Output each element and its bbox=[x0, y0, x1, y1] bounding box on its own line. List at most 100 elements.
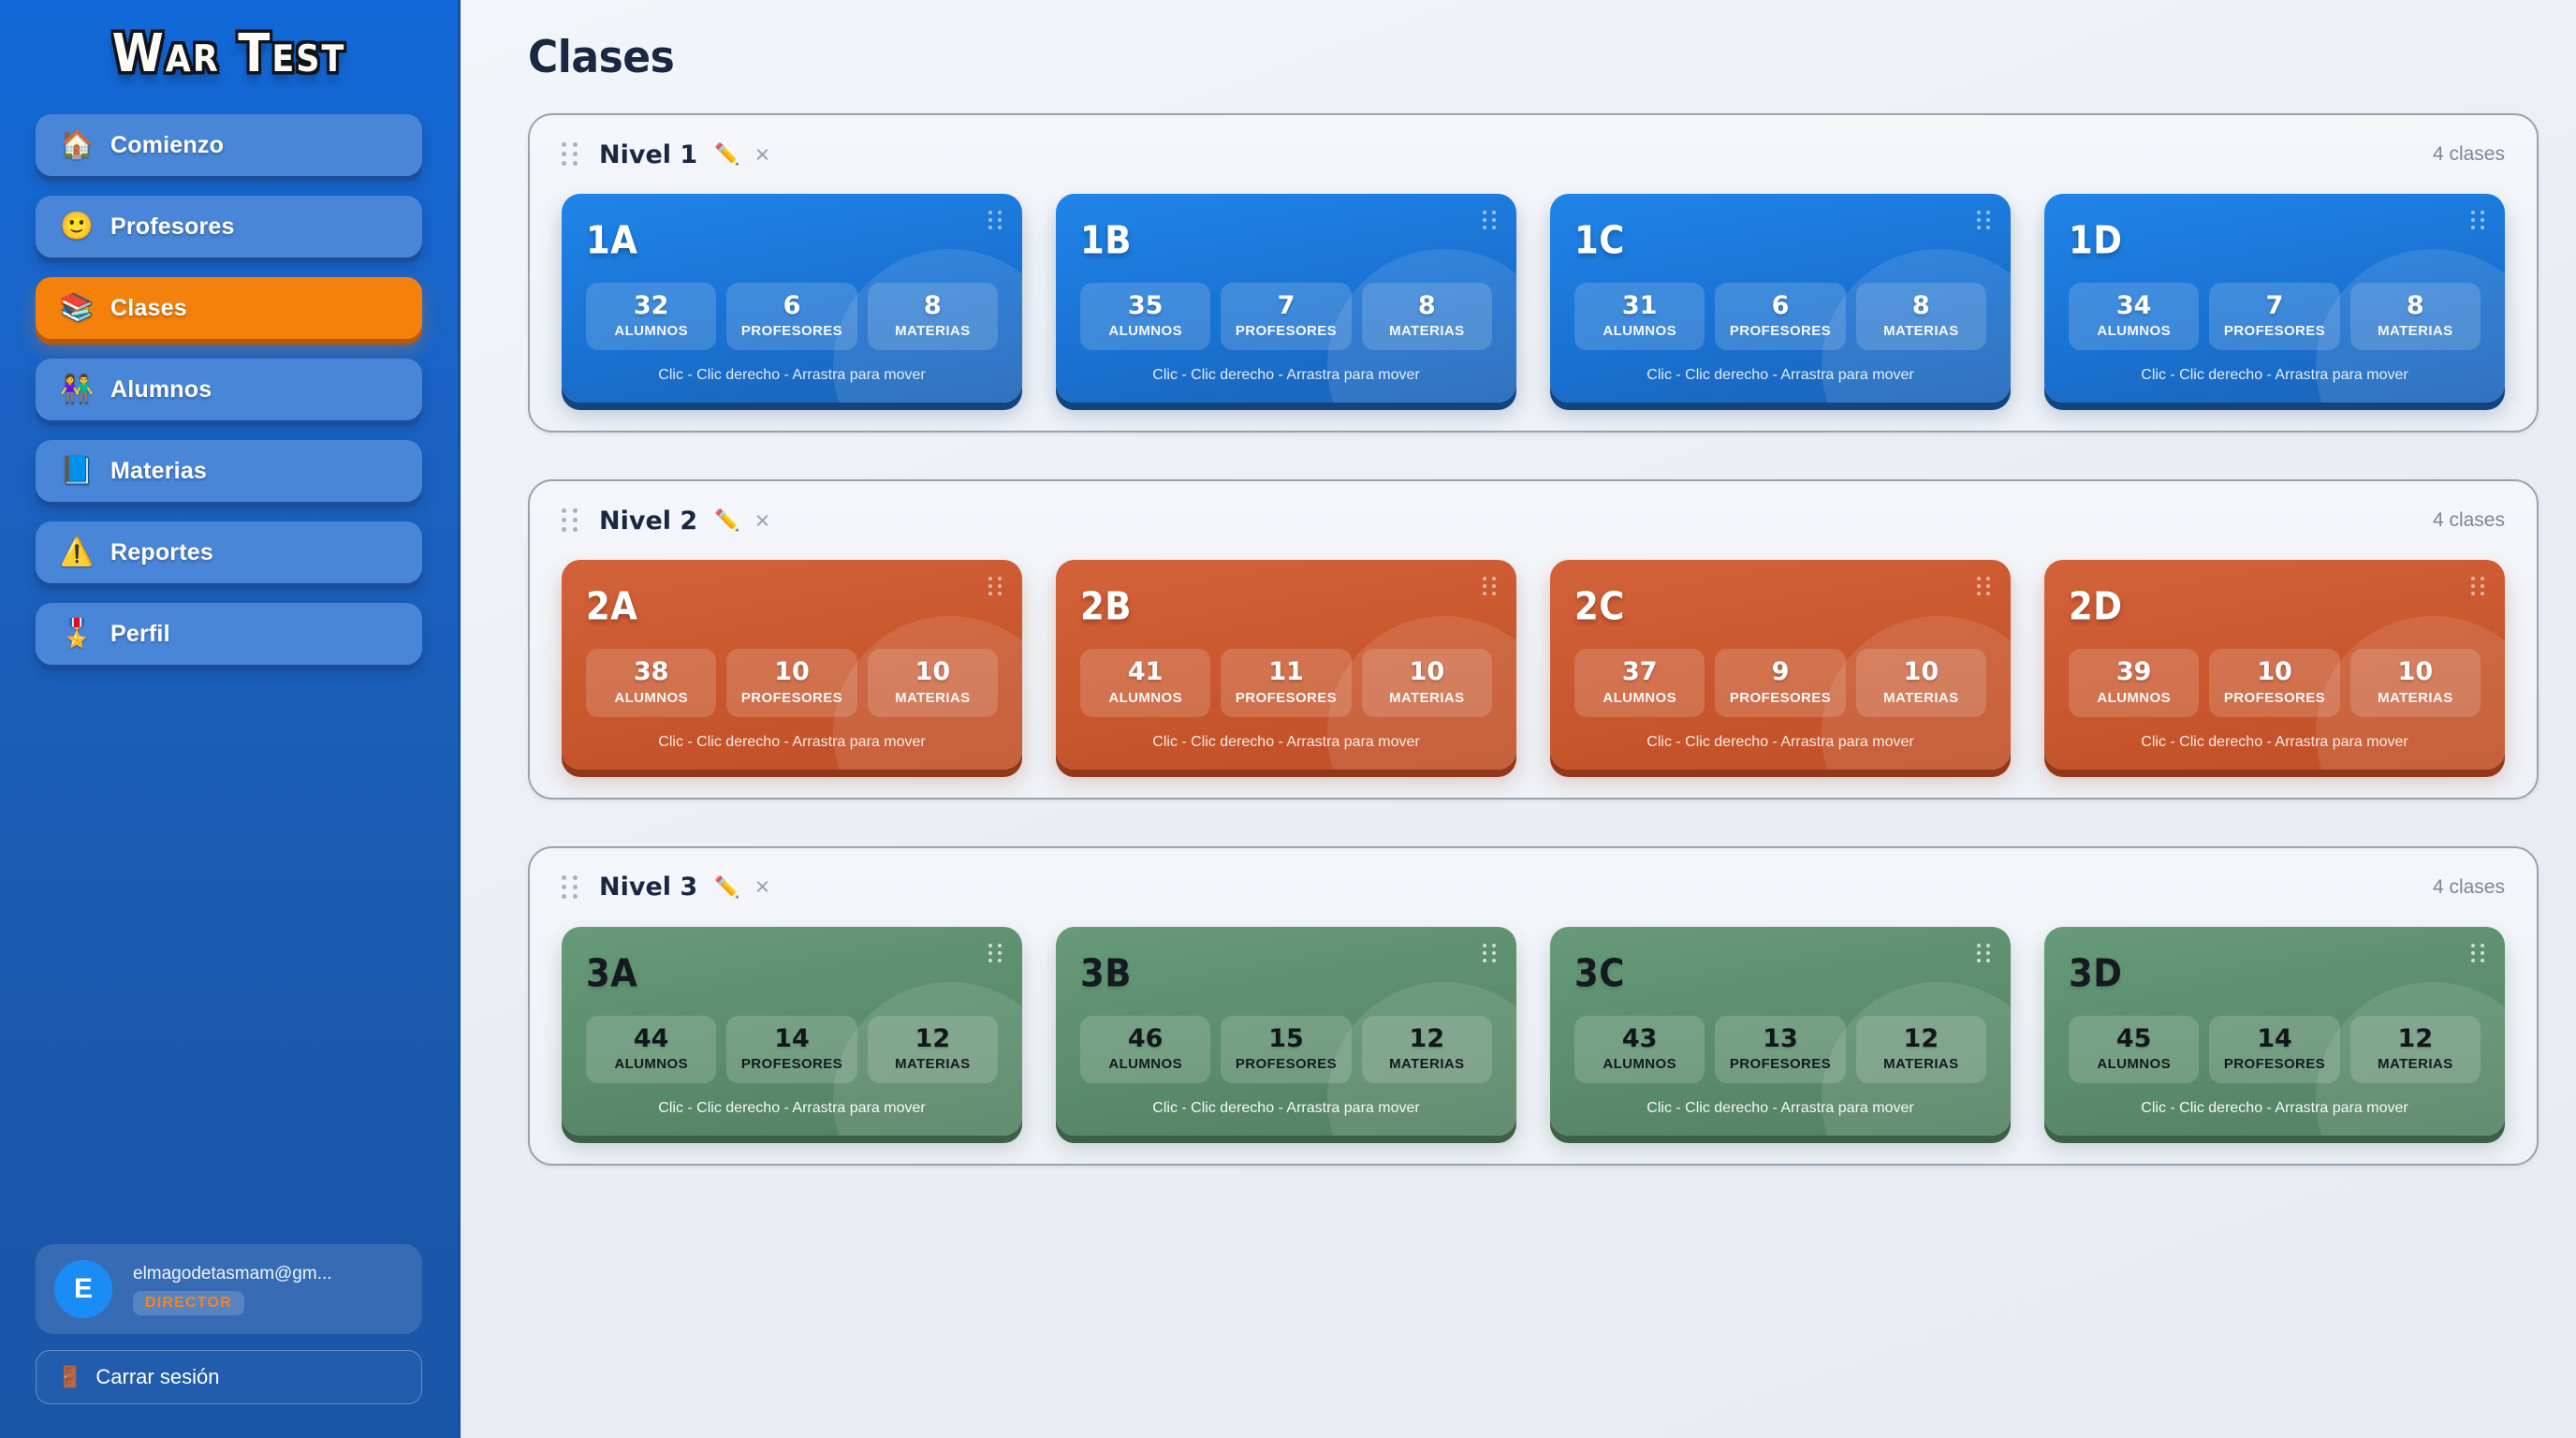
stat-materias-value: 8 bbox=[1911, 291, 1930, 320]
class-name: 1A bbox=[586, 218, 638, 263]
drag-handle-icon[interactable] bbox=[2471, 211, 2486, 231]
drag-handle-icon[interactable] bbox=[1483, 577, 1498, 597]
stat-alumnos-label: ALUMNOS bbox=[1108, 323, 1182, 340]
drag-handle-icon[interactable] bbox=[1483, 211, 1498, 231]
stat-profesores: 15 PROFESORES bbox=[1221, 1015, 1352, 1084]
class-card[interactable]: 1A 32 ALUMNOS 6 PROFESORES 8 MATERIAS Clic - Cl… bbox=[562, 194, 1022, 404]
stat-materias-value: 12 bbox=[915, 1023, 951, 1053]
stat-materias-label: MATERIAS bbox=[895, 323, 971, 340]
stat-materias-value: 8 bbox=[923, 291, 942, 320]
class-card[interactable]: 3A 44 ALUMNOS 14 PROFESORES 12 MATERIAS Clic - … bbox=[562, 926, 1022, 1137]
stat-materias-value: 10 bbox=[1903, 657, 1939, 687]
drag-handle-icon[interactable] bbox=[1977, 211, 1992, 231]
class-card[interactable]: 3B 46 ALUMNOS 15 PROFESORES 12 MATERIAS Clic - … bbox=[1056, 926, 1516, 1137]
class-card[interactable]: 2D 39 ALUMNOS 10 PROFESORES 10 MATERIAS Clic - … bbox=[2044, 560, 2505, 770]
drag-handle-icon[interactable] bbox=[2471, 577, 2486, 597]
stat-alumnos-label: ALUMNOS bbox=[1603, 689, 1676, 706]
class-name: 2B bbox=[1080, 584, 1132, 629]
sidebar-item-label: Materias bbox=[110, 457, 208, 484]
class-name: 3D bbox=[2069, 950, 2123, 995]
user-card[interactable]: E elmagodetasmam@gm... DIRECTOR bbox=[36, 1244, 422, 1334]
stat-profesores-value: 15 bbox=[1268, 1023, 1304, 1053]
drag-handle-icon[interactable] bbox=[562, 874, 578, 900]
stat-materias-value: 10 bbox=[2397, 657, 2434, 687]
drag-handle-icon[interactable] bbox=[988, 577, 1003, 597]
stat-profesores-value: 7 bbox=[1277, 291, 1295, 320]
logout-label: Carrar sesión bbox=[95, 1365, 220, 1388]
class-card-grid: 1A 32 ALUMNOS 6 PROFESORES 8 MATERIAS Clic - Cl… bbox=[562, 194, 2505, 404]
stat-alumnos: 32 ALUMNOS bbox=[586, 283, 717, 351]
sidebar-item-label: Perfil bbox=[110, 620, 170, 647]
stat-materias: 10 MATERIAS bbox=[2349, 649, 2481, 717]
stat-materias-label: MATERIAS bbox=[1389, 689, 1465, 706]
sidebar-item-comienzo[interactable]: 🏠 Comienzo bbox=[36, 114, 422, 176]
sidebar-item-profesores[interactable]: 🙂 Profesores bbox=[36, 196, 422, 257]
stat-alumnos-label: ALUMNOS bbox=[1108, 689, 1182, 706]
stat-alumnos-label: ALUMNOS bbox=[1108, 1056, 1182, 1073]
sidebar-item-clases[interactable]: 📚 Clases bbox=[36, 277, 422, 339]
drag-handle-icon[interactable] bbox=[562, 142, 578, 167]
sidebar-item-materias[interactable]: 📘 Materias bbox=[36, 440, 422, 502]
card-hint: Clic - Clic derecho - Arrastra para move… bbox=[1647, 1100, 1914, 1117]
card-hint: Clic - Clic derecho - Arrastra para move… bbox=[658, 1100, 926, 1117]
class-card[interactable]: 3D 45 ALUMNOS 14 PROFESORES 12 MATERIAS Clic - … bbox=[2044, 926, 2505, 1137]
class-name: 3A bbox=[586, 950, 638, 995]
stat-materias: 8 MATERIAS bbox=[867, 283, 998, 351]
stat-alumnos-value: 31 bbox=[1621, 291, 1658, 320]
drag-handle-icon[interactable] bbox=[1483, 943, 1498, 964]
stat-profesores-label: PROFESORES bbox=[1729, 1056, 1832, 1073]
close-icon[interactable]: × bbox=[754, 873, 770, 902]
drag-handle-icon[interactable] bbox=[2471, 943, 2486, 964]
pencil-icon[interactable]: ✏️ bbox=[714, 874, 740, 899]
stat-materias: 12 MATERIAS bbox=[1855, 1015, 1986, 1084]
close-icon[interactable]: × bbox=[754, 139, 770, 169]
stat-materias-label: MATERIAS bbox=[1389, 323, 1465, 340]
level-section: Nivel 2 ✏️ × 4 clases 2A 38 ALUMNOS 10 PROFESORE… bbox=[528, 479, 2539, 800]
stat-materias-value: 12 bbox=[1903, 1023, 1939, 1053]
stat-alumnos-value: 38 bbox=[633, 657, 669, 687]
stat-profesores-label: PROFESORES bbox=[1235, 689, 1338, 706]
sidebar-item-label: Comienzo bbox=[110, 131, 225, 158]
drag-handle-icon[interactable] bbox=[1977, 943, 1992, 964]
sidebar-item-label: Reportes bbox=[110, 538, 213, 565]
drag-handle-icon[interactable] bbox=[988, 943, 1003, 964]
card-hint: Clic - Clic derecho - Arrastra para move… bbox=[2141, 367, 2408, 384]
stat-profesores-value: 7 bbox=[2265, 291, 2284, 320]
sidebar: War Test 🏠 Comienzo 🙂 Profesores 📚 Clases 👫 Alu… bbox=[0, 0, 461, 1438]
sidebar-item-label: Alumnos bbox=[110, 375, 212, 403]
sidebar-nav: 🏠 Comienzo 🙂 Profesores 📚 Clases 👫 Alumnos 📘 Mate… bbox=[36, 114, 422, 665]
user-email: elmagodetasmam@gm... bbox=[133, 1263, 332, 1284]
class-stats: 45 ALUMNOS 14 PROFESORES 12 MATERIAS bbox=[2069, 1015, 2481, 1084]
stat-profesores-label: PROFESORES bbox=[740, 1056, 843, 1073]
class-name: 1D bbox=[2069, 218, 2123, 263]
class-card[interactable]: 2C 37 ALUMNOS 9 PROFESORES 10 MATERIAS Clic - C… bbox=[1550, 560, 2011, 770]
stat-profesores: 6 PROFESORES bbox=[1715, 283, 1846, 351]
sidebar-item-perfil[interactable]: 🎖️ Perfil bbox=[36, 603, 422, 665]
pencil-icon[interactable]: ✏️ bbox=[714, 142, 740, 166]
sidebar-item-reportes[interactable]: ⚠️ Reportes bbox=[36, 521, 422, 583]
stat-profesores-value: 14 bbox=[2257, 1023, 2292, 1053]
stat-alumnos: 45 ALUMNOS bbox=[2069, 1015, 2200, 1084]
class-card[interactable]: 1B 35 ALUMNOS 7 PROFESORES 8 MATERIAS Clic - Cl… bbox=[1056, 194, 1516, 404]
stat-profesores-label: PROFESORES bbox=[2223, 689, 2326, 706]
sidebar-item-alumnos[interactable]: 👫 Alumnos bbox=[36, 359, 422, 420]
class-card[interactable]: 1D 34 ALUMNOS 7 PROFESORES 8 MATERIAS Clic - Cl… bbox=[2044, 194, 2505, 404]
logout-button[interactable]: 🚪 Carrar sesión bbox=[36, 1350, 422, 1404]
card-hint: Clic - Clic derecho - Arrastra para move… bbox=[1152, 367, 1420, 384]
class-card[interactable]: 2B 41 ALUMNOS 11 PROFESORES 10 MATERIAS Clic - … bbox=[1056, 560, 1516, 770]
page-title: Clases bbox=[528, 32, 675, 84]
drag-handle-icon[interactable] bbox=[562, 508, 578, 533]
class-card[interactable]: 2A 38 ALUMNOS 10 PROFESORES 10 MATERIAS Clic - … bbox=[562, 560, 1022, 770]
stat-alumnos-label: ALUMNOS bbox=[614, 1056, 688, 1073]
class-card[interactable]: 1C 31 ALUMNOS 6 PROFESORES 8 MATERIAS Clic - Cl… bbox=[1550, 194, 2011, 404]
pencil-icon[interactable]: ✏️ bbox=[714, 508, 740, 533]
stat-alumnos-value: 32 bbox=[633, 291, 669, 320]
drag-handle-icon[interactable] bbox=[1977, 577, 1992, 597]
stat-alumnos-label: ALUMNOS bbox=[614, 323, 688, 340]
close-icon[interactable]: × bbox=[754, 506, 770, 535]
class-card[interactable]: 3C 43 ALUMNOS 13 PROFESORES 12 MATERIAS Clic - … bbox=[1550, 926, 2011, 1137]
stat-alumnos-label: ALUMNOS bbox=[2097, 1056, 2171, 1073]
level-class-count: 4 clases bbox=[2432, 509, 2505, 532]
drag-handle-icon[interactable] bbox=[988, 211, 1003, 231]
stat-profesores: 9 PROFESORES bbox=[1715, 649, 1846, 717]
